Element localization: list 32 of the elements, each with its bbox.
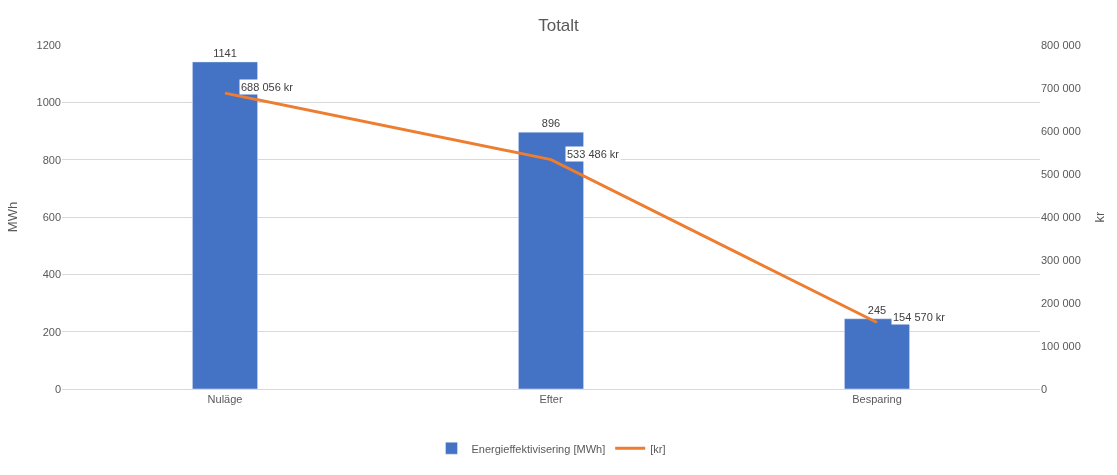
y-tick-label: 1000 (36, 96, 61, 109)
x-tick-label: Nuläge (207, 393, 243, 406)
data-label: 688 056 kr (241, 81, 294, 93)
data-label: 154 570 kr (893, 311, 946, 323)
y-tick-label: 1200 (36, 38, 61, 51)
y2-axis-title: kr (1092, 210, 1108, 223)
y2-tick-label: 100 000 (1041, 339, 1081, 352)
x-tick-label: Efter (539, 393, 563, 406)
bar (192, 61, 258, 389)
y2-tick-label: 800 000 (1041, 38, 1081, 51)
y-tick-label: 200 (42, 325, 61, 338)
y2-tick-label: 600 000 (1041, 124, 1081, 137)
y2-tick-label: 300 000 (1041, 253, 1081, 266)
bar (518, 131, 584, 389)
data-label: 1141 (213, 46, 237, 59)
y2-tick-label: 700 000 (1041, 81, 1081, 94)
y-tick-label: 800 (42, 153, 61, 166)
y2-tick-label: 500 000 (1041, 167, 1081, 180)
x-tick-label: Besparing (852, 393, 902, 406)
legend-label: [kr] (650, 442, 666, 455)
y-axis-title: MWh (5, 201, 21, 233)
y2-tick-label: 200 000 (1041, 296, 1081, 309)
y2-tick-label: 0 (1041, 382, 1048, 395)
y-tick-label: 0 (54, 382, 61, 395)
data-label: 245 (867, 303, 887, 316)
data-label: 533 486 kr (567, 148, 620, 160)
legend-label: Energieffektivisering [MWh] (471, 442, 606, 455)
y2-tick-label: 400 000 (1041, 210, 1081, 223)
chart-title: Totalt (538, 15, 580, 35)
data-label: 896 (541, 117, 561, 130)
y-tick-label: 600 (42, 210, 61, 223)
y-tick-label: 400 (42, 268, 61, 281)
